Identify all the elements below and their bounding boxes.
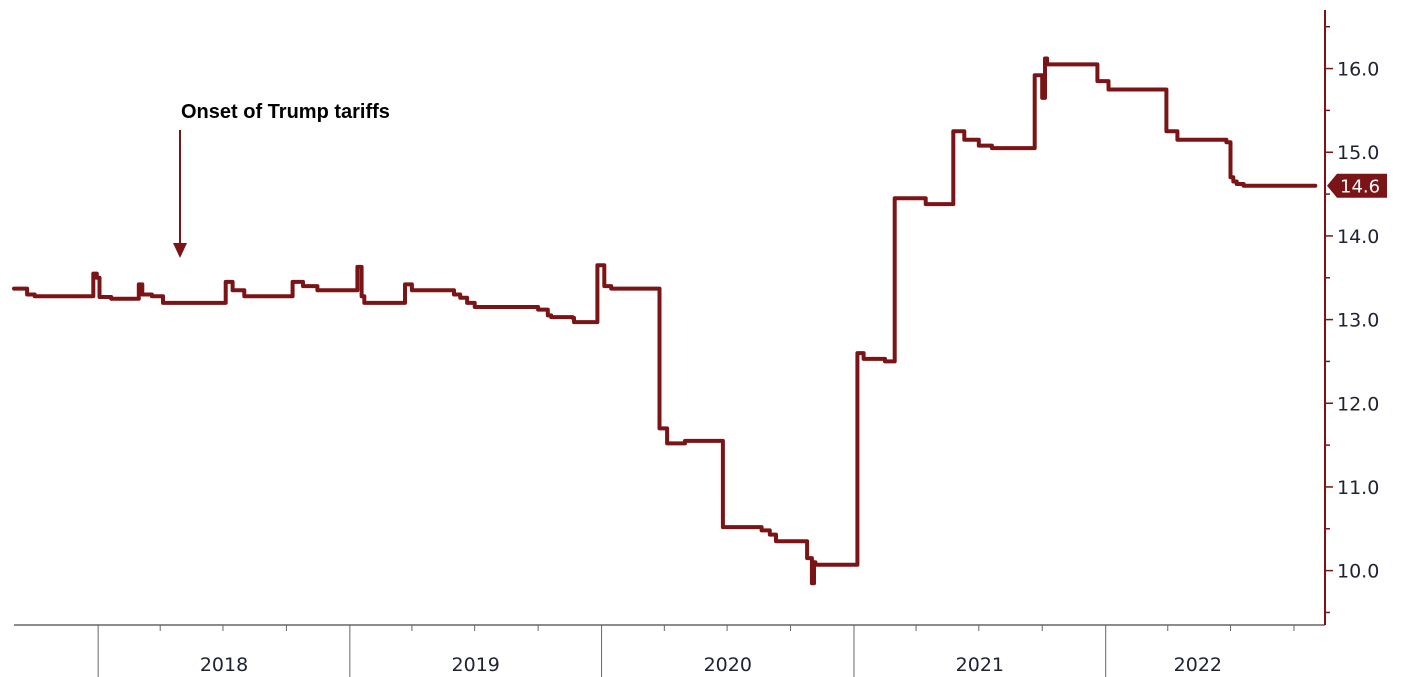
x-axis: 2018 2019 2020 2021 2022 — [14, 624, 1325, 677]
y-tick-label: 14.0 — [1337, 226, 1379, 248]
annotation: Onset of Trump tariffs — [173, 101, 390, 258]
y-tick-label: 11.0 — [1337, 477, 1379, 499]
y-tick-label: 13.0 — [1337, 310, 1379, 332]
last-value-label: 14.6 — [1340, 177, 1380, 198]
annotation-arrow-head — [173, 243, 187, 258]
x-tick-label: 2020 — [704, 654, 752, 676]
y-axis: 10.0 11.0 12.0 13.0 14.0 15.0 16.0 — [1324, 10, 1379, 625]
series-layer — [12, 56, 1318, 586]
last-value-badge-shape — [1327, 173, 1387, 198]
y-tick-label: 15.0 — [1337, 142, 1379, 164]
x-tick-label: 2018 — [200, 654, 248, 676]
annotation-text: Onset of Trump tariffs — [181, 101, 390, 123]
last-value-badge: 14.6 — [1327, 173, 1387, 198]
x-tick-label: 2022 — [1174, 654, 1222, 676]
y-tick-label: 16.0 — [1337, 59, 1379, 81]
x-tick-label: 2019 — [452, 654, 500, 676]
series-line — [12, 56, 1318, 586]
x-tick-label: 2021 — [956, 654, 1004, 676]
y-tick-label: 12.0 — [1337, 393, 1379, 415]
y-tick-label: 10.0 — [1337, 561, 1379, 583]
